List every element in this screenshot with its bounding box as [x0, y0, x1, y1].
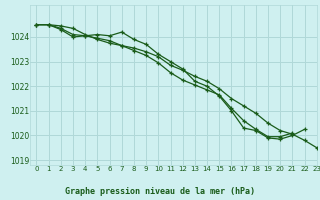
Text: Graphe pression niveau de la mer (hPa): Graphe pression niveau de la mer (hPa) [65, 187, 255, 196]
